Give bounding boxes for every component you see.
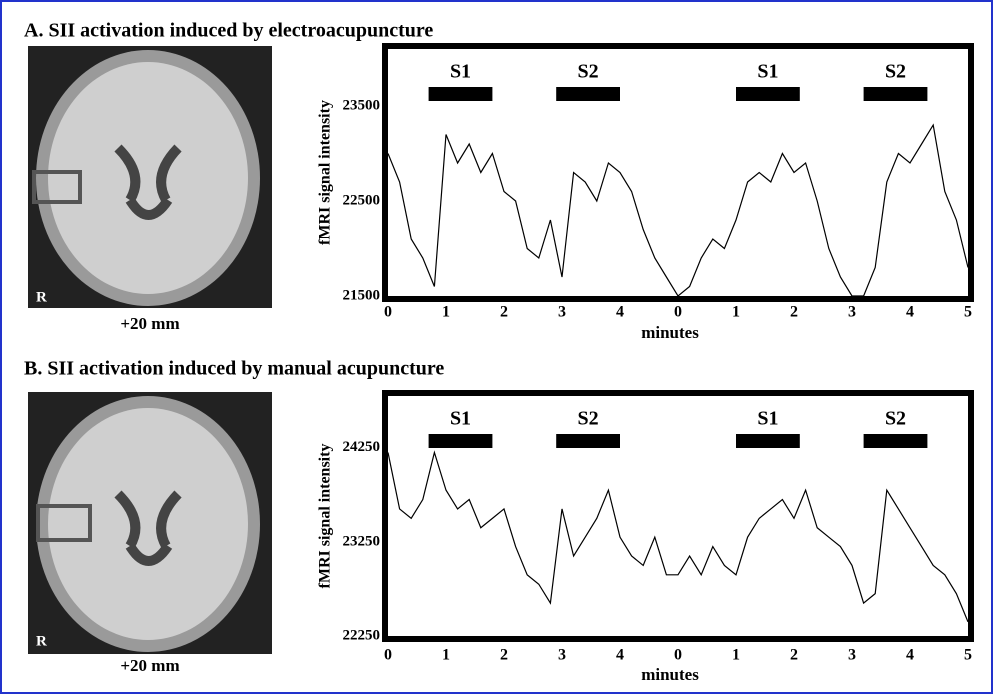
x-tick-label: 4: [616, 647, 624, 664]
stimulus-block: [556, 434, 620, 448]
brain-image-a: [28, 46, 272, 308]
y-axis-label: fMRI signal intensity: [317, 100, 334, 245]
x-tick-label: 1: [442, 647, 450, 664]
brain-image-b: [28, 392, 272, 654]
image-caption: +20 mm: [120, 314, 179, 333]
x-tick-label: 0: [384, 304, 392, 321]
y-tick-label: 22500: [343, 192, 381, 208]
stimulus-block: [429, 434, 493, 448]
stimulus-block: [864, 434, 928, 448]
y-tick-label: 23500: [343, 97, 381, 113]
x-tick-label: 0: [384, 647, 392, 664]
x-tick-label: 2: [790, 647, 798, 664]
x-tick-label: 2: [500, 647, 508, 664]
x-tick-label: 4: [906, 304, 914, 321]
stimulus-label: S2: [885, 61, 906, 83]
image-label: R: [36, 289, 47, 305]
stimulus-label: S1: [450, 61, 471, 83]
x-tick-label: 1: [732, 647, 740, 664]
image-label: R: [36, 633, 47, 649]
x-tick-label: 5: [964, 647, 972, 664]
x-tick-label: 3: [558, 647, 566, 664]
panel-title: B. SII activation induced by manual acup…: [24, 358, 444, 380]
stimulus-block: [736, 87, 800, 101]
x-tick-label: 2: [500, 304, 508, 321]
stimulus-label: S2: [578, 61, 599, 83]
figure: A. SII activation induced by electroacup…: [0, 0, 993, 694]
y-tick-label: 23250: [343, 533, 381, 549]
x-tick-label: 4: [616, 304, 624, 321]
x-tick-label: 3: [848, 647, 856, 664]
stimulus-label: S2: [885, 408, 906, 430]
stimulus-block: [556, 87, 620, 101]
stimulus-label: S1: [450, 408, 471, 430]
y-tick-label: 22250: [343, 627, 381, 643]
stimulus-block: [736, 434, 800, 448]
stimulus-block: [429, 87, 493, 101]
stimulus-block: [864, 87, 928, 101]
x-axis-label: minutes: [641, 323, 699, 342]
x-tick-label: 3: [848, 304, 856, 321]
stimulus-label: S2: [578, 408, 599, 430]
y-tick-label: 21500: [343, 287, 381, 303]
x-tick-label: 0: [674, 647, 682, 664]
image-caption: +20 mm: [120, 656, 179, 675]
y-tick-label: 24250: [343, 439, 381, 455]
x-tick-label: 1: [442, 304, 450, 321]
x-axis-label: minutes: [641, 665, 699, 684]
x-tick-label: 1: [732, 304, 740, 321]
stimulus-label: S1: [757, 408, 778, 430]
x-tick-label: 3: [558, 304, 566, 321]
stimulus-label: S1: [757, 61, 778, 83]
x-tick-label: 0: [674, 304, 682, 321]
panel-title: A. SII activation induced by electroacup…: [24, 20, 433, 42]
x-tick-label: 2: [790, 304, 798, 321]
x-tick-label: 5: [964, 304, 972, 321]
x-tick-label: 4: [906, 647, 914, 664]
y-axis-label: fMRI signal intensity: [317, 444, 334, 589]
